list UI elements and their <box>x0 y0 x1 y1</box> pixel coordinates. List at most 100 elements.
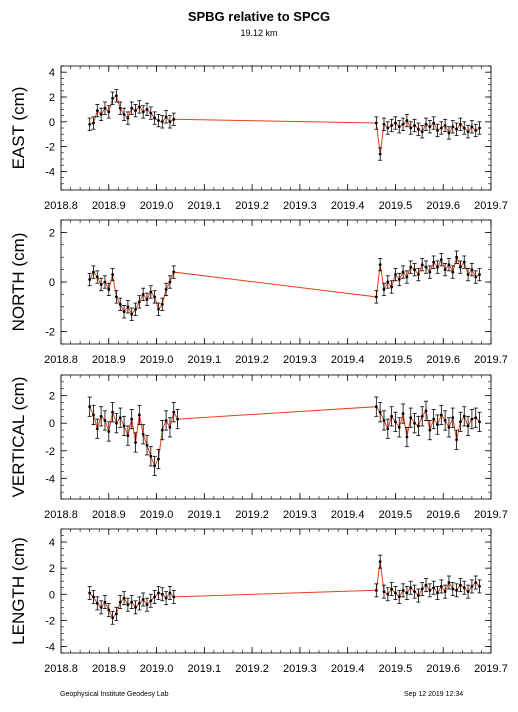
panel-1: 2018.8 2018.9 2019.0 2019.1 2019.2 2019.3 2019… <box>9 219 508 366</box>
y-axis-label: EAST (cm) <box>9 87 28 170</box>
data-point <box>149 111 153 115</box>
data-point <box>168 591 172 595</box>
x-tick-label: 2019.3 <box>283 200 317 212</box>
data-point <box>451 587 455 591</box>
x-tick-label: 2019.1 <box>188 663 222 675</box>
panel-0: 2018.8 2018.9 2019.0 2019.1 2019.2 2019.3 2019… <box>9 65 508 212</box>
data-point <box>164 419 168 422</box>
data-point <box>401 122 405 126</box>
data-point <box>145 297 149 301</box>
x-tick-label: 2019.6 <box>426 509 460 521</box>
x-tick-label: 2019.3 <box>283 354 317 366</box>
series-line <box>89 406 480 468</box>
data-point <box>416 594 420 597</box>
data-point <box>424 583 428 587</box>
x-tick-label: 2019.7 <box>474 354 508 366</box>
data-point <box>462 586 466 590</box>
data-point <box>397 278 401 281</box>
data-point <box>164 288 168 291</box>
data-point <box>126 116 130 120</box>
data-point <box>374 295 378 299</box>
data-point <box>405 591 409 595</box>
footer-timestamp: Sep 12 2019 12:34 <box>404 691 464 698</box>
data-point <box>118 302 122 306</box>
data-point <box>470 125 474 129</box>
data-point <box>394 420 397 424</box>
data-point <box>141 598 145 601</box>
data-point <box>111 273 114 276</box>
data-point <box>390 285 394 289</box>
data-point <box>424 122 428 126</box>
data-point <box>466 590 470 594</box>
data-point <box>157 457 160 461</box>
x-tick-label: 2019.7 <box>474 509 508 521</box>
data-point <box>115 295 118 299</box>
data-point <box>122 112 126 116</box>
y-tick-label: -2 <box>45 327 55 339</box>
data-point <box>107 608 111 612</box>
data-point <box>103 419 107 422</box>
data-point <box>462 126 466 130</box>
data-point <box>118 416 122 420</box>
data-point <box>103 106 107 110</box>
data-point <box>443 124 447 127</box>
data-point <box>95 602 99 605</box>
data-point <box>443 268 447 271</box>
data-point <box>432 417 436 421</box>
y-tick-label: 0 <box>49 117 55 129</box>
data-point <box>134 441 137 444</box>
data-point <box>103 600 107 604</box>
data-point <box>401 270 405 274</box>
data-point <box>420 130 424 134</box>
data-point <box>160 302 164 306</box>
data-point <box>436 265 439 269</box>
data-point <box>478 126 481 130</box>
panel-3: 2018.8 2018.9 2019.0 2019.1 2019.2 2019.3 2019… <box>9 528 508 675</box>
data-point <box>374 121 378 125</box>
data-point <box>107 288 111 291</box>
data-point <box>474 129 478 132</box>
data-point <box>439 585 443 588</box>
data-point <box>447 131 451 135</box>
data-point <box>164 596 168 600</box>
x-tick-label: 2019.7 <box>474 200 508 212</box>
data-point <box>382 122 386 126</box>
data-point <box>432 260 436 264</box>
x-tick-label: 2019.0 <box>140 200 174 212</box>
x-tick-label: 2018.9 <box>92 663 126 675</box>
data-point <box>157 591 160 595</box>
data-point <box>88 278 92 281</box>
data-point <box>447 425 451 429</box>
x-tick-label: 2019.4 <box>331 509 365 521</box>
data-point <box>470 417 474 421</box>
x-tick-label: 2019.5 <box>379 354 413 366</box>
y-tick-label: -4 <box>45 641 55 653</box>
data-point <box>397 425 401 429</box>
data-point <box>386 592 390 596</box>
data-point <box>130 312 134 316</box>
data-point <box>149 290 153 294</box>
data-point <box>439 413 443 417</box>
data-point <box>115 94 118 98</box>
data-point <box>397 125 401 129</box>
data-point <box>459 420 462 424</box>
data-point <box>115 421 118 425</box>
data-point <box>413 590 416 594</box>
data-point <box>172 117 176 121</box>
y-tick-label: -2 <box>45 615 55 627</box>
x-tick-label: 2019.2 <box>235 663 269 675</box>
panel-2: 2018.8 2018.9 2019.0 2019.1 2019.2 2019.3 2019… <box>9 374 508 521</box>
x-tick-label: 2019.6 <box>426 663 460 675</box>
data-point <box>416 127 420 131</box>
x-tick-label: 2019.7 <box>474 663 508 675</box>
data-point <box>92 121 95 125</box>
data-point <box>130 417 134 421</box>
data-point <box>134 605 137 609</box>
data-point <box>420 263 424 267</box>
data-point <box>137 602 141 605</box>
data-point <box>122 596 126 600</box>
data-point <box>149 454 153 458</box>
data-point <box>474 581 478 584</box>
data-point <box>428 270 432 274</box>
data-point <box>382 419 386 422</box>
